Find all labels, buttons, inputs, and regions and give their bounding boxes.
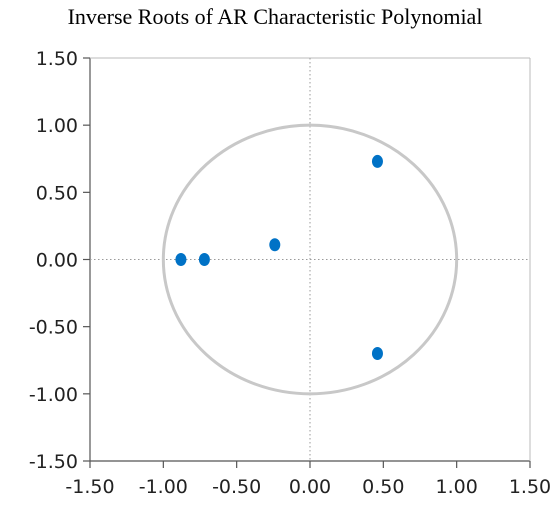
y-tick-label: 1.50	[36, 48, 78, 70]
y-tick-label: -1.00	[29, 384, 78, 406]
y-tick-label: -0.50	[29, 317, 78, 339]
x-tick-label: 1.00	[436, 476, 478, 498]
y-tick-label: 1.00	[36, 115, 78, 137]
x-tick-label: 0.00	[289, 476, 331, 498]
x-tick-label: 1.50	[509, 476, 550, 498]
inverse-root-point	[175, 253, 187, 266]
inverse-root-point	[371, 347, 383, 361]
y-tick-label: 0.50	[36, 182, 78, 204]
axes-layer	[83, 57, 531, 468]
inverse-root-point	[198, 253, 210, 266]
x-tick-label: -1.00	[139, 476, 188, 498]
points-layer	[175, 154, 383, 361]
y-tick-label: -1.50	[29, 451, 78, 473]
x-tick-label: -1.50	[65, 476, 114, 498]
unit-circle-layer	[161, 123, 459, 396]
y-tick-label: 0.00	[36, 250, 78, 272]
inverse-root-point	[371, 154, 383, 168]
unit-circle	[161, 123, 459, 396]
x-tick-label: -0.50	[212, 476, 261, 498]
tick-labels-layer: -1.50 -1.00 -0.50 0.00 0.50 1.00 1.50 -1.50 -1.0…	[29, 48, 550, 498]
x-tick-label: 0.50	[362, 476, 404, 498]
chart-title: Inverse Roots of AR Characteristic Polyn…	[67, 4, 483, 29]
inverse-root-point	[269, 238, 281, 252]
